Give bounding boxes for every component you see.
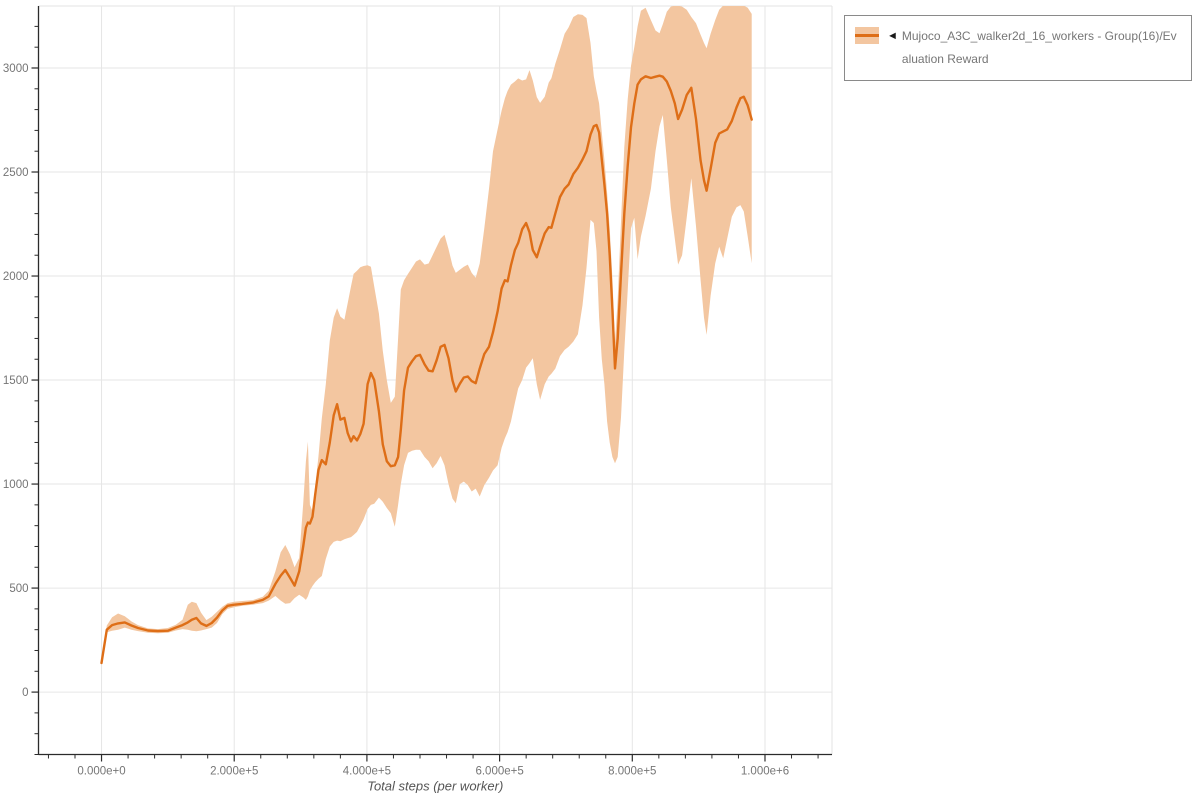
- y-tick-label: 0: [22, 687, 28, 699]
- collapse-triangle-icon: ◄: [887, 30, 898, 42]
- legend-band-swatch: [855, 27, 879, 44]
- y-tick-label: 3000: [3, 63, 29, 75]
- y-tick-label: 2000: [3, 271, 29, 283]
- x-tick-label: 0.000e+0: [77, 766, 125, 778]
- legend-line-swatch: [855, 34, 879, 37]
- legend: ◄ Mujoco_A3C_walker2d_16_workers - Group…: [844, 15, 1192, 81]
- y-tick-label: 1500: [3, 375, 29, 387]
- confidence-band: [101, 6, 752, 664]
- x-tick-label: 4.000e+5: [343, 766, 391, 778]
- y-tick-label: 1000: [3, 479, 29, 491]
- x-axis-title: Total steps (per worker): [367, 779, 503, 794]
- legend-label: Mujoco_A3C_walker2d_16_workers - Group(1…: [901, 29, 1177, 66]
- y-tick-label: 2500: [3, 167, 29, 179]
- mean-line: [100, 74, 753, 665]
- y-tick-label: 500: [9, 583, 28, 595]
- x-tick-label: 2.000e+5: [210, 766, 258, 778]
- x-tick-label: 8.000e+5: [608, 766, 656, 778]
- legend-item[interactable]: ◄ Mujoco_A3C_walker2d_16_workers - Group…: [855, 25, 1181, 71]
- x-tick-label: 1.000e+6: [741, 766, 789, 778]
- x-tick-label: 6.000e+5: [475, 766, 523, 778]
